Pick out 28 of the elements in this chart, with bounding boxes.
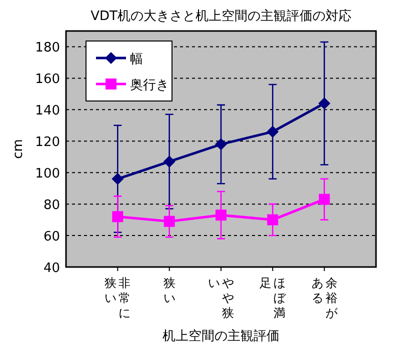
category-label: 非常に狭い (104, 276, 131, 320)
y-tick-label: 180 (35, 40, 60, 56)
category-label: やや狭い (208, 276, 234, 320)
point (318, 194, 330, 205)
y-tick-label: 160 (35, 72, 60, 88)
x-tick-label: 狭い (163, 276, 176, 305)
y-axis-title: cm (11, 139, 26, 159)
category-label: ほぼ満足 (260, 276, 286, 320)
y-tick-label: 40 (43, 261, 60, 276)
y-tick-label: 100 (35, 166, 60, 182)
category-label: 余裕がある (311, 276, 338, 320)
point (112, 172, 124, 185)
point (216, 210, 226, 221)
point (266, 126, 279, 138)
chart-title: VDT机の大きさと机上空間の主観評価の対応 (90, 8, 352, 24)
legend-label: 奥行き (130, 78, 169, 93)
point (267, 214, 278, 226)
point (318, 97, 330, 110)
point (164, 216, 175, 227)
point (215, 138, 227, 150)
y-tick-label: 120 (35, 135, 60, 150)
y-tick-label: 80 (43, 198, 60, 214)
y-tick-label: 140 (35, 104, 60, 119)
point (112, 211, 124, 222)
legend-label: 幅 (130, 52, 143, 67)
point (163, 156, 176, 168)
x-axis-title: 机上空間の主観評価 (162, 328, 280, 344)
y-tick-label: 60 (43, 230, 60, 245)
